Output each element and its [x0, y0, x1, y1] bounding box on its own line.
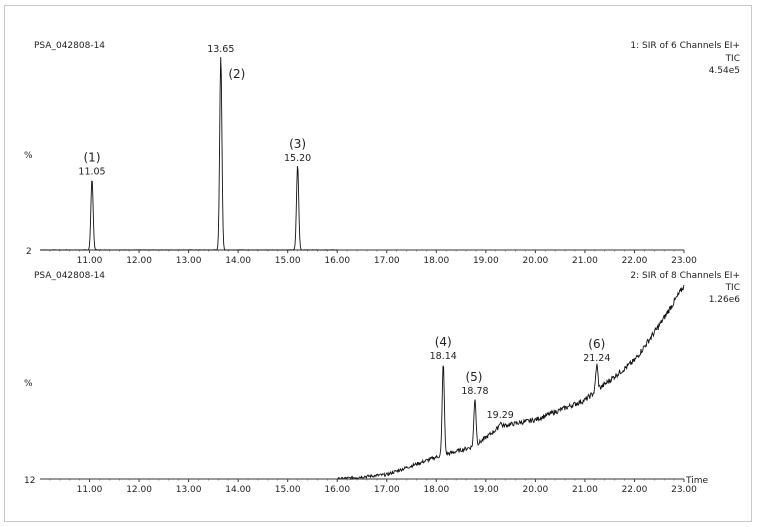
x-tick-label: 17.00 [374, 256, 400, 266]
peak-marker-label: (4) [435, 335, 452, 349]
panel1-trace-label: TIC [725, 54, 740, 64]
peak-marker-label: (6) [588, 337, 605, 351]
panel2-channel-label: 2: SIR of 8 Channels EI+ [630, 271, 740, 281]
x-tick-label: 22.00 [622, 256, 648, 266]
panel2-yaxis-percent: % [24, 379, 33, 389]
x-tick-label: 21.00 [572, 485, 598, 495]
x-tick-label: 16.00 [324, 256, 350, 266]
panel1-plot: 11.00 12.00 13.00 14.00 15.00 16.00 17.00 18.00… [40, 44, 697, 266]
panel1-yaxis-percent: % [24, 151, 33, 161]
panel2-intensity-label: 1.26e6 [709, 295, 741, 305]
x-tick-label: 22.00 [622, 485, 648, 495]
peak-marker-label: (3) [289, 137, 306, 151]
x-tick-label: 20.00 [523, 485, 549, 495]
x-tick-label: 18.00 [423, 256, 449, 266]
x-tick-label: 20.00 [523, 256, 549, 266]
x-tick-label: 19.00 [473, 256, 499, 266]
x-tick-label: 23.00 [671, 485, 697, 495]
peak-rt-label: 11.05 [78, 167, 105, 178]
x-tick-label: 14.00 [225, 485, 251, 495]
x-tick-label: 23.00 [671, 256, 697, 266]
peak-marker-label: (2) [228, 67, 245, 81]
peak-rt-label: 19.29 [487, 410, 514, 421]
panel1-channel-label: 1: SIR of 6 Channels EI+ [630, 41, 740, 51]
x-tick-label: 12.00 [126, 256, 152, 266]
x-tick-label: 15.00 [275, 485, 301, 495]
panel1-y-baseline: 2 [26, 247, 32, 257]
x-tick-label: 11.00 [77, 485, 103, 495]
x-tick-label: 13.00 [176, 485, 202, 495]
x-tick-label: 12.00 [126, 485, 152, 495]
peak-rt-label: 21.24 [583, 353, 610, 364]
x-tick-label: 16.00 [324, 485, 350, 495]
peak-rt-label: 15.20 [284, 153, 311, 164]
chart-frame [4, 5, 752, 522]
peak-rt-label: 18.78 [461, 386, 488, 397]
x-tick-label: 14.00 [225, 256, 251, 266]
series-trace-line [337, 284, 685, 481]
panel2-sample-label: PSA_042808-14 [34, 271, 105, 281]
x-tick-label: 11.00 [77, 256, 103, 266]
series-trace-line [40, 57, 338, 251]
peak-rt-label: 18.14 [430, 351, 457, 362]
x-tick-label: 21.00 [572, 256, 598, 266]
panel1-intensity-label: 4.54e5 [709, 66, 740, 76]
peak-rt-label: 13.65 [207, 44, 234, 55]
x-tick-label: 13.00 [176, 256, 202, 266]
panel1-sample-label: PSA_042808-14 [34, 41, 105, 51]
peak-marker-label: (5) [465, 370, 482, 384]
x-tick-label: 15.00 [275, 256, 301, 266]
panel2-y-baseline: 12 [24, 476, 35, 486]
x-tick-label: 19.00 [473, 485, 499, 495]
panel2-trace-label: TIC [725, 283, 740, 293]
x-tick-label: 17.00 [374, 485, 400, 495]
peak-marker-label: (1) [84, 151, 101, 165]
x-tick-label: 18.00 [423, 485, 449, 495]
panel2-plot: 11.00 12.00 13.00 14.00 15.00 16.00 17.00 18.00… [40, 284, 697, 495]
panel2-x-axis-label: Time [685, 476, 708, 486]
